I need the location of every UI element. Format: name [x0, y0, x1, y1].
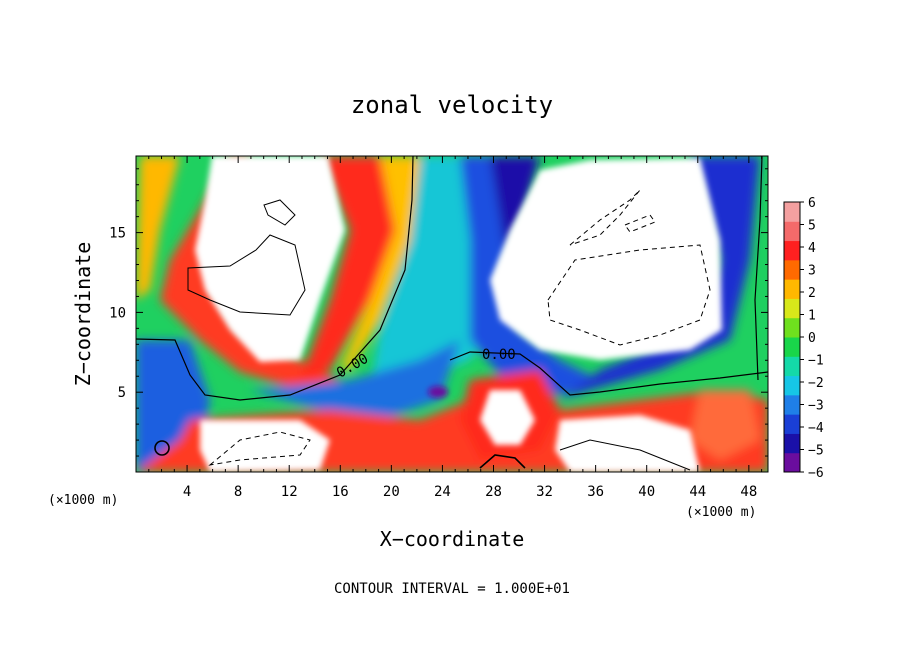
plot-frame [135, 155, 769, 473]
negative-contour-line [547, 244, 711, 346]
colorbar-swatch [784, 279, 800, 299]
positive-contour-line [187, 234, 306, 316]
y-axis: 5 10 15 [109, 168, 768, 457]
x-tick-label: 12 [281, 484, 298, 500]
colorbar-tick-label: −2 [808, 376, 824, 391]
colorbar-swatch [784, 240, 800, 261]
x-tick-label: 20 [383, 484, 400, 500]
colorbar-swatch [784, 433, 800, 454]
contour-lines [136, 156, 768, 471]
colorbar-swatch [784, 394, 800, 415]
x-tick-label: 16 [332, 484, 349, 500]
colorbar-tick-label: −5 [808, 444, 824, 459]
colorbar-tick-label: 2 [808, 286, 816, 301]
colorbar-swatch [784, 337, 800, 357]
x-tick-label: 4 [183, 484, 191, 500]
colorbar-tick-label: 6 [808, 196, 816, 211]
colorbar-swatch [784, 298, 800, 319]
colorbar-tick-label: 3 [808, 264, 816, 279]
positive-contour-line [263, 199, 296, 226]
colorbar-swatch [784, 259, 800, 280]
contour-ring [154, 440, 170, 456]
positive-contour-line [559, 439, 691, 471]
colorbar-tick-label: −3 [808, 399, 824, 414]
colorbar-tick-label: −1 [808, 354, 824, 369]
contour-ring [479, 454, 526, 469]
x-axis-title: X−coordinate [380, 527, 525, 551]
y-tick-label: 15 [109, 226, 126, 242]
colorbar-swatch [784, 356, 800, 377]
colorbar-tick-label: 0 [808, 331, 816, 346]
colorbar-swatch [784, 452, 800, 473]
chart-title: zonal velocity [351, 91, 553, 119]
x-tick-label: 40 [638, 484, 655, 500]
colorbar-swatch [784, 221, 800, 242]
x-tick-label: 36 [587, 484, 604, 500]
colorbar-tick-label: 1 [808, 309, 816, 324]
x-axis: 4 8 12 16 20 24 28 32 36 40 44 48 [148, 156, 763, 500]
zero-contour-line [136, 156, 414, 401]
colorbar-swatch [784, 414, 800, 434]
negative-contour-line [624, 214, 656, 233]
x-unit-label: (×1000 m) [686, 505, 756, 520]
x-tick-label: 28 [485, 484, 502, 500]
x-tick-label: 8 [234, 484, 242, 500]
colorbar-swatch [784, 317, 800, 338]
negative-contour-line [208, 431, 311, 466]
zero-contour-line [449, 351, 768, 396]
y-unit-label: (×1000 m) [48, 493, 118, 508]
colorbar-swatch [784, 375, 800, 396]
colorbar-tick-label: 4 [808, 241, 816, 256]
negative-contour-line [569, 189, 641, 246]
colorbar-tick-label: −4 [808, 421, 824, 436]
colorbar: 6 5 4 3 2 1 0 −1 −2 −3 −4 −5 −6 [783, 196, 824, 481]
colorbar-tick-label: −6 [808, 466, 824, 481]
x-tick-label: 44 [689, 484, 706, 500]
x-tick-label: 24 [434, 484, 451, 500]
zero-contour-line [754, 156, 763, 381]
colorbar-tick-label: 5 [808, 219, 816, 234]
heatmap-field [136, 156, 768, 472]
y-tick-label: 10 [109, 305, 126, 321]
colorbar-swatch [784, 202, 800, 222]
y-tick-label: 5 [118, 385, 126, 401]
y-axis-title: Z−coordinate [71, 242, 95, 387]
contour-label: 0.00 [482, 347, 516, 363]
x-tick-label: 32 [536, 484, 553, 500]
contour-interval-note: CONTOUR INTERVAL = 1.000E+01 [334, 581, 570, 597]
x-tick-label: 48 [740, 484, 757, 500]
